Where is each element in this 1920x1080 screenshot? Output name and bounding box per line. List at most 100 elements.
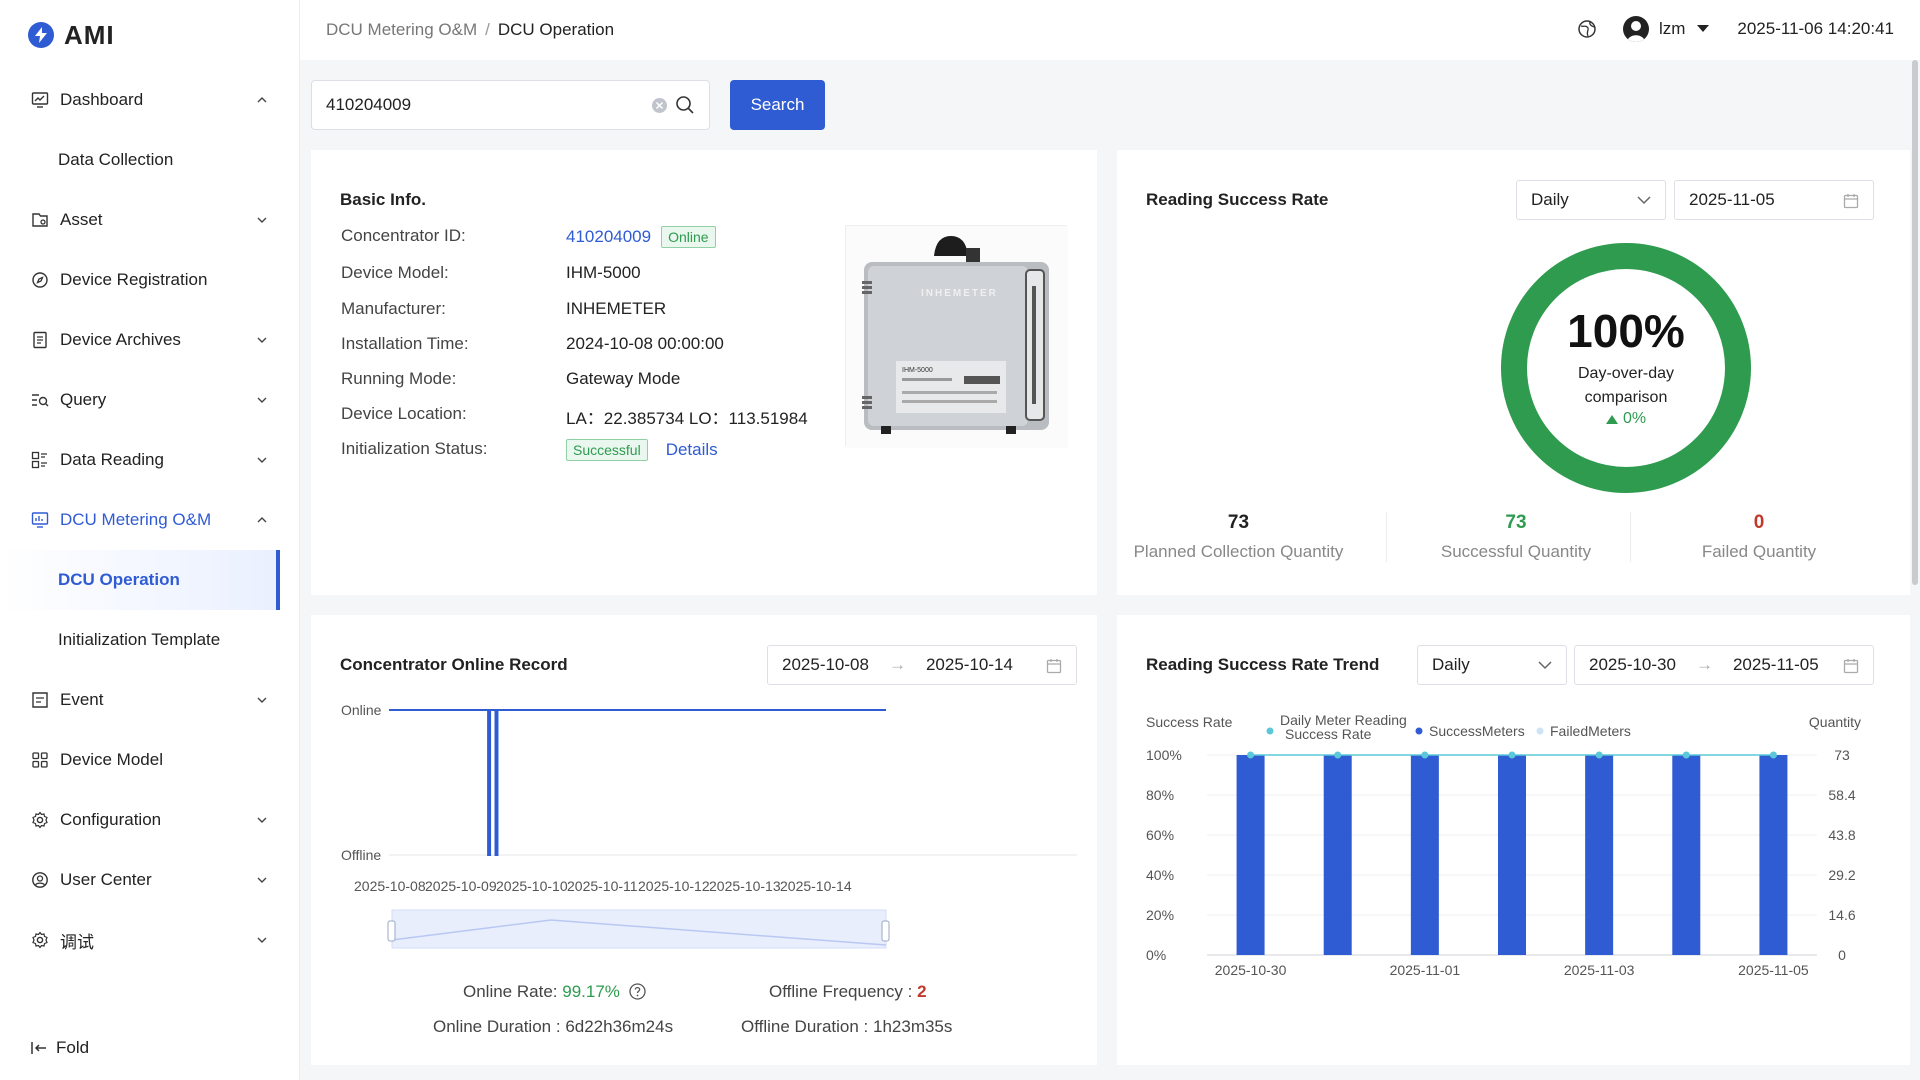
sidebar-item-label: DCU Operation	[58, 570, 180, 589]
sidebar-item-query[interactable]: Query	[0, 370, 300, 430]
language-icon[interactable]	[1577, 19, 1597, 39]
offline-frequency: Offline Frequency : 2	[769, 982, 927, 1002]
bar-success-meters	[1672, 755, 1701, 955]
legend-label: SuccessMeters	[1429, 723, 1525, 739]
x-tick-label: 2025-11-01	[1390, 962, 1461, 978]
header-right: lzm 2025-11-06 14:20:41	[1577, 16, 1894, 42]
y-axis-title: Success Rate	[1146, 714, 1233, 730]
sidebar-item-label: Query	[60, 390, 107, 409]
sidebar-item-dashboard[interactable]: Dashboard	[0, 70, 300, 130]
device-label-text: IHM-5000	[902, 367, 933, 374]
chevron-down-icon	[257, 397, 267, 403]
x-tick-label: 2025-11-05	[1738, 962, 1809, 978]
x-tick-label: 2025-10-13	[709, 878, 781, 894]
bar-success-meters	[1585, 755, 1614, 955]
status-badge: Successful	[566, 439, 648, 461]
sidebar-item-event[interactable]: Event	[0, 670, 300, 730]
compass-icon	[30, 270, 50, 290]
breadcrumb-separator: /	[485, 20, 490, 39]
online-duration-value: 6d22h36m24s	[565, 1017, 674, 1036]
reading-success-card: Reading Success Rate Daily 2025-11-05 10…	[1117, 150, 1910, 595]
sidebar-item-label: 调试	[60, 932, 94, 952]
bar-success-meters	[1236, 755, 1265, 955]
success-rate-point	[1595, 751, 1603, 759]
sidebar-item-configuration[interactable]: Configuration	[0, 790, 300, 850]
query-icon	[30, 390, 50, 410]
sidebar-item-label: DCU Metering O&M	[60, 510, 212, 529]
concentrator-id-value[interactable]: 410204009	[566, 227, 652, 246]
device-vents	[862, 281, 872, 409]
range-arrow-icon: →	[888, 655, 906, 674]
chevron-down-icon	[257, 817, 267, 823]
bar-success-meters	[1759, 755, 1788, 955]
sidebar-item-device-registration[interactable]: Device Registration	[0, 250, 300, 310]
period-select[interactable]: Daily	[1516, 180, 1666, 220]
sidebar-item-device-archives[interactable]: Device Archives	[0, 310, 300, 370]
info-row-manufacturer: Manufacturer: INHEMETER	[341, 299, 666, 319]
username[interactable]: lzm	[1658, 19, 1686, 38]
sidebar-item-dcu-metering[interactable]: DCU Metering O&M	[0, 490, 300, 550]
avatar[interactable]	[1622, 16, 1649, 42]
y-tick-label: 60%	[1146, 827, 1174, 843]
x-tick-label: 2025-10-14	[780, 878, 852, 894]
settings-icon	[30, 930, 50, 950]
device-brand-text: INHEMETER	[921, 288, 998, 299]
info-value: 2024-10-08 00:00:00	[566, 334, 724, 353]
sidebar-item-label: Device Model	[60, 750, 163, 769]
search-button[interactable]: Search	[730, 80, 825, 130]
date-range-picker[interactable]: 2025-10-08 → 2025-10-14	[767, 645, 1077, 685]
bar-success-meters	[1323, 755, 1352, 955]
y2-tick-label: 58.4	[1828, 787, 1855, 803]
sidebar-item-asset[interactable]: Asset	[0, 190, 300, 250]
y2-tick-label: 73	[1834, 747, 1850, 763]
details-link[interactable]: Details	[665, 440, 718, 459]
current-datetime: 2025-11-06 14:20:41	[1737, 19, 1894, 38]
breadcrumb-item[interactable]: DCU Metering O&M	[326, 20, 478, 39]
info-value: INHEMETER	[566, 299, 667, 318]
legend-label: Daily Meter Reading	[1280, 712, 1407, 728]
sidebar-item-device-model[interactable]: Device Model	[0, 730, 300, 790]
bar-success-meters	[1498, 755, 1526, 955]
sidebar-item-dcu-operation[interactable]: DCU Operation	[0, 550, 280, 610]
sidebar-item-debug[interactable]: 调试	[0, 910, 300, 970]
info-row-running-mode: Running Mode: Gateway Mode	[341, 369, 680, 389]
chevron-down-icon	[1637, 196, 1651, 205]
sidebar-item-initialization-template[interactable]: Initialization Template	[0, 610, 300, 670]
grid-icon	[30, 750, 50, 770]
clear-icon[interactable]	[652, 98, 667, 113]
online-rate-value: 99.17%	[562, 982, 620, 1001]
zoom-handle-left	[387, 920, 396, 942]
y-tick-label: 0%	[1146, 947, 1166, 963]
date-picker[interactable]: 2025-11-05	[1674, 180, 1874, 220]
search-icon[interactable]	[675, 95, 695, 115]
basic-info-title: Basic Info.	[340, 190, 426, 209]
sidebar-item-data-collection[interactable]: Data Collection	[0, 130, 300, 190]
event-icon	[30, 690, 50, 710]
legend-marker	[1536, 727, 1544, 735]
sidebar-item-data-reading[interactable]: Data Reading	[0, 430, 300, 490]
sidebar-item-label: Event	[60, 690, 104, 709]
stat-value: 73	[1227, 512, 1250, 533]
success-rate-point	[1421, 751, 1429, 759]
caret-down-icon[interactable]	[1697, 25, 1710, 33]
stat-successful: 73 Successful Quantity	[1396, 512, 1636, 562]
legend-marker	[1415, 727, 1423, 735]
divider	[1386, 512, 1387, 562]
app-logo[interactable]: AMI	[28, 18, 115, 52]
success-rate-point	[1247, 751, 1255, 759]
range-end: 2025-10-14	[925, 655, 1013, 674]
help-icon[interactable]	[628, 983, 646, 1000]
trend-date-range-picker[interactable]: 2025-10-30 → 2025-11-05	[1574, 645, 1874, 685]
concentrator-search-input[interactable]: 410204009	[311, 80, 710, 130]
stat-label: Planned Collection Quantity	[1133, 542, 1344, 561]
sidebar-item-label: Device Archives	[60, 330, 181, 349]
top-header: DCU Metering O&M / DCU Operation lzm 2025-…	[300, 0, 1920, 60]
sidebar-item-user-center[interactable]: User Center	[0, 850, 300, 910]
fold-button[interactable]: Fold	[30, 1038, 89, 1058]
trend-period-select[interactable]: Daily	[1417, 645, 1567, 685]
y2-tick-label: 29.2	[1828, 867, 1855, 883]
app-name: AMI	[64, 19, 115, 50]
page-scrollbar[interactable]	[1912, 60, 1918, 585]
fold-label: Fold	[56, 1038, 90, 1057]
